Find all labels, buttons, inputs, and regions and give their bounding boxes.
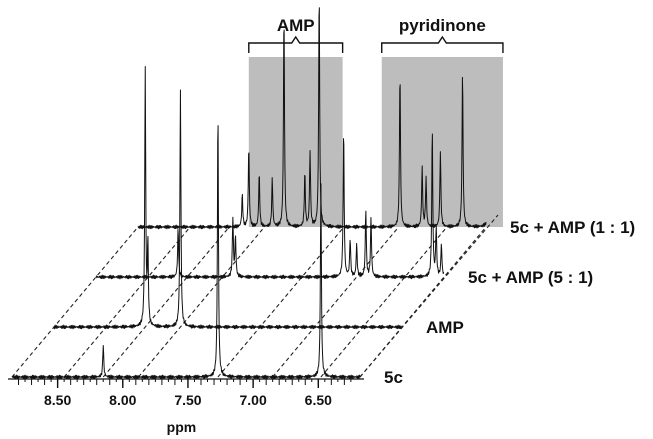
dashed-guide-lines: [11, 214, 499, 378]
guide-line-2: [102, 226, 230, 378]
series-label-1: 5c: [384, 368, 403, 387]
guide-line-1: [63, 226, 191, 378]
x-tick-label: 8.00: [109, 392, 136, 408]
region-label-1: AMP: [277, 16, 315, 35]
region-bracket-2: [381, 35, 504, 53]
region-bracket-1: [248, 35, 344, 53]
guide-line-6: [320, 226, 448, 378]
spectrum-trace-2: [53, 65, 403, 330]
highlight-region-2: [381, 57, 503, 227]
spectrum-trace-1: [11, 125, 361, 380]
guide-line-4: [217, 226, 345, 378]
series-label-3: 5c + AMP (5 : 1): [468, 268, 593, 287]
highlight-region-1: [248, 57, 343, 227]
spectra-traces: [11, 7, 487, 380]
region-label-2: pyridinone: [399, 16, 486, 35]
spectrum-trace-3: [95, 133, 445, 280]
x-tick-label: 6.50: [305, 392, 332, 408]
series-label-2: AMP: [426, 318, 464, 337]
highlight-regions: AMP pyridinone: [248, 16, 504, 227]
x-tick-label: 8.50: [44, 392, 71, 408]
spectrum-trace-4: [137, 7, 487, 230]
guide-line-7: [359, 226, 487, 378]
x-tick-label: 7.00: [239, 392, 266, 408]
guide-line-5: [272, 226, 400, 378]
series-labels: 5c AMP 5c + AMP (5 : 1) 5c + AMP (1 : 1): [384, 218, 635, 387]
x-axis-title: ppm: [167, 419, 197, 435]
guide-line-3: [138, 226, 265, 378]
series-label-4: 5c + AMP (1 : 1): [510, 218, 635, 237]
x-axis: 8.50 8.00 7.50 7.00 6.50 ppm: [8, 378, 364, 435]
guide-edge-right: [359, 214, 499, 378]
guide-edge-left: [11, 226, 139, 378]
x-tick-label: 7.50: [174, 392, 201, 408]
